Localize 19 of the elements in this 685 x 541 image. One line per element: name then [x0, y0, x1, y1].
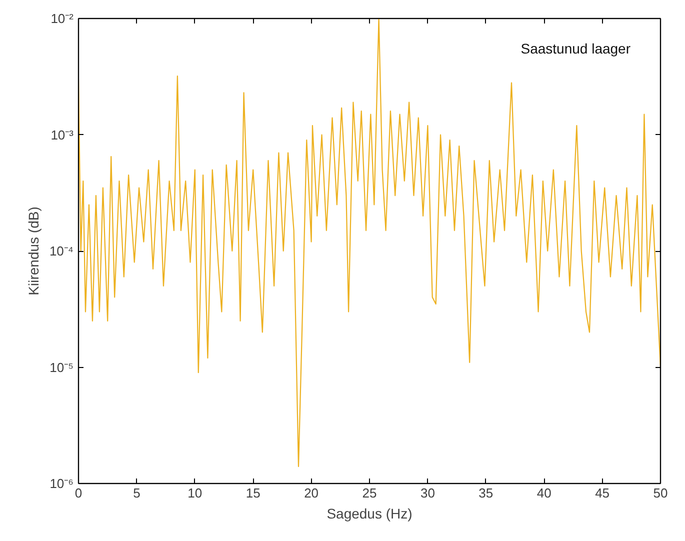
- x-tick-label: 0: [74, 486, 82, 500]
- x-tick-label: 15: [246, 486, 260, 500]
- x-axis-title: Sagedus (Hz): [326, 506, 412, 522]
- y-tick-label: 10⁻⁴: [49, 244, 74, 258]
- x-tick-label: 25: [362, 486, 377, 500]
- y-tick-label: 10⁻⁶: [50, 476, 74, 491]
- x-tick-label: 35: [478, 486, 494, 500]
- x-tick-label: 30: [420, 486, 435, 500]
- x-tick-label: 20: [304, 486, 319, 500]
- x-tick-label: 40: [536, 486, 552, 500]
- y-tick-label: 10⁻²: [50, 11, 74, 26]
- x-tick-label: 50: [653, 486, 668, 500]
- x-tick-label: 5: [133, 486, 140, 500]
- y-tick-label: 10⁻³: [50, 127, 74, 142]
- x-tick-label: 45: [595, 486, 610, 500]
- y-axis-title: Kiirendus (dB): [25, 206, 42, 296]
- x-tick-label: 10: [188, 486, 202, 500]
- y-tick-label: 10⁻⁵: [50, 360, 74, 375]
- annotation: Saastunud laager: [520, 40, 631, 56]
